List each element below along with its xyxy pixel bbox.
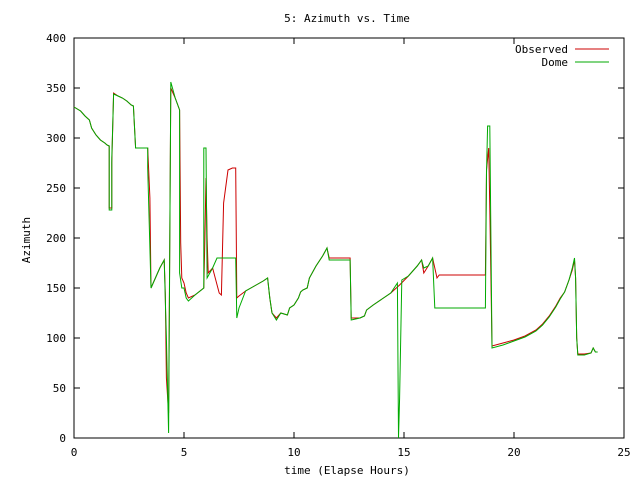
x-tick-label: 0 — [71, 446, 78, 459]
y-tick-label: 250 — [46, 182, 66, 195]
x-tick-label: 25 — [617, 446, 630, 459]
plot-frame — [73, 37, 625, 439]
y-tick-label: 200 — [46, 232, 66, 245]
y-tick-label: 50 — [53, 382, 66, 395]
x-tick-label: 5 — [181, 446, 188, 459]
y-tick-label: 100 — [46, 332, 66, 345]
x-tick-label: 15 — [397, 446, 410, 459]
series-line-dome — [73, 81, 598, 439]
x-tick-label: 10 — [287, 446, 300, 459]
y-tick-label: 150 — [46, 282, 66, 295]
series-line-observed — [73, 87, 598, 414]
legend-label-dome: Dome — [542, 56, 569, 69]
series-layer — [73, 81, 598, 439]
y-tick-label: 0 — [59, 432, 66, 445]
chart-title: 5: Azimuth vs. Time — [284, 12, 410, 25]
legend-label-observed: Observed — [515, 43, 568, 56]
axis-ticks: 0 50 100 150 200 250 300 350 400 0 5 10 15 20 25 — [46, 32, 631, 459]
y-tick-label: 300 — [46, 132, 66, 145]
x-axis-label: time (Elapse Hours) — [284, 464, 410, 477]
y-tick-label: 400 — [46, 32, 66, 45]
x-tick-label: 20 — [507, 446, 520, 459]
y-axis-label: Azimuth — [20, 217, 33, 263]
y-tick-label: 350 — [46, 82, 66, 95]
